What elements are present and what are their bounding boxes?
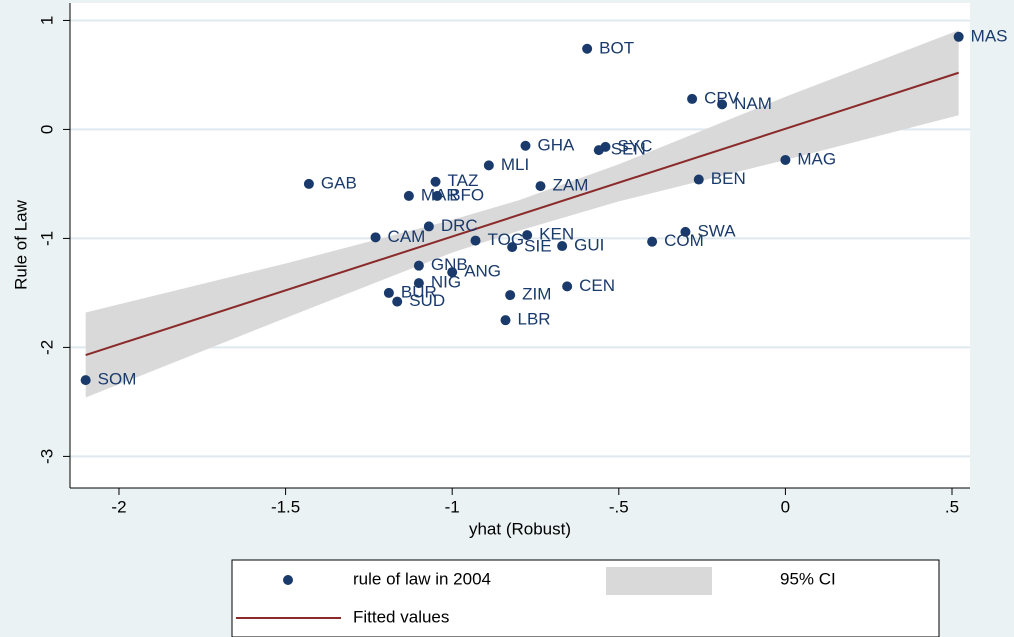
point-label: BEN — [711, 169, 746, 188]
point — [392, 296, 403, 307]
y-tick-label: -3 — [37, 449, 56, 464]
point-label: MLI — [501, 155, 529, 174]
point — [687, 93, 698, 104]
point — [447, 267, 458, 278]
point — [562, 281, 573, 292]
point — [693, 174, 704, 185]
point-label: SEN — [611, 140, 646, 159]
y-tick-label: 0 — [37, 125, 56, 134]
point — [505, 290, 516, 301]
point — [522, 230, 533, 241]
point — [717, 99, 728, 110]
point-label: ANG — [464, 262, 501, 281]
point-label: SOM — [98, 370, 137, 389]
x-axis-title: yhat (Robust) — [469, 519, 571, 538]
point-label: MAG — [797, 149, 836, 168]
point-label: CAM — [388, 227, 426, 246]
point — [430, 176, 441, 187]
point-label: GAB — [321, 173, 357, 192]
x-tick-label: -1 — [445, 497, 460, 516]
point — [500, 315, 511, 326]
point-label: BFO — [449, 185, 484, 204]
legend-marker — [283, 575, 293, 585]
x-tick-label: .5 — [945, 497, 959, 516]
point-label: GNB — [431, 255, 468, 274]
point — [582, 43, 593, 54]
point — [680, 226, 691, 237]
legend-marker — [606, 567, 712, 595]
point-label: LBR — [518, 310, 551, 329]
legend-label: 95% CI — [780, 569, 836, 588]
point-label: GHA — [537, 135, 575, 154]
point-label: MAS — [971, 26, 1008, 45]
legend-label: rule of law in 2004 — [353, 569, 491, 588]
point — [647, 236, 658, 247]
point — [780, 154, 791, 165]
point — [593, 145, 604, 156]
point-label: ZAM — [552, 176, 588, 195]
point — [557, 241, 568, 252]
point-label: SIE — [524, 237, 551, 256]
point — [470, 235, 481, 246]
point-label: COM — [664, 231, 704, 250]
point-label: CPV — [704, 88, 740, 107]
y-tick-label: 1 — [37, 16, 56, 25]
fit-line — [85, 71, 959, 356]
point — [370, 232, 381, 243]
point-label: SWA — [697, 221, 736, 240]
point — [413, 278, 424, 289]
x-tick-label: -2 — [111, 497, 126, 516]
point-label: SYC — [617, 136, 652, 155]
point-label: DRC — [441, 216, 478, 235]
point — [432, 190, 443, 201]
point-label: BOT — [599, 38, 634, 57]
point — [520, 140, 531, 151]
point-label: NIG — [431, 273, 461, 292]
point-label: NAM — [734, 94, 772, 113]
y-tick-label: -1 — [37, 231, 56, 246]
point — [383, 287, 394, 298]
y-tick-label: -2 — [37, 340, 56, 355]
y-axis-title: Rule of Law — [11, 199, 30, 289]
point — [413, 260, 424, 271]
x-tick-label: 0 — [781, 497, 790, 516]
legend — [231, 559, 940, 637]
point — [80, 375, 91, 386]
point-label: CEN — [579, 276, 615, 295]
point — [403, 190, 414, 201]
point — [535, 181, 546, 192]
point-label: TAZ — [448, 171, 479, 190]
point — [303, 178, 314, 189]
point — [507, 242, 518, 253]
x-tick-label: -.5 — [609, 497, 629, 516]
point-label: KEN — [539, 225, 574, 244]
point — [953, 31, 964, 42]
point-label: GUI — [574, 236, 604, 255]
x-tick-label: -1.5 — [271, 497, 300, 516]
point-label: BUR — [401, 282, 437, 301]
legend-label: Fitted values — [353, 607, 449, 626]
point-label: TOG — [488, 230, 525, 249]
point — [483, 160, 494, 171]
point-label: ZIM — [522, 285, 551, 304]
point-label: SUD — [409, 291, 445, 310]
point — [423, 221, 434, 232]
